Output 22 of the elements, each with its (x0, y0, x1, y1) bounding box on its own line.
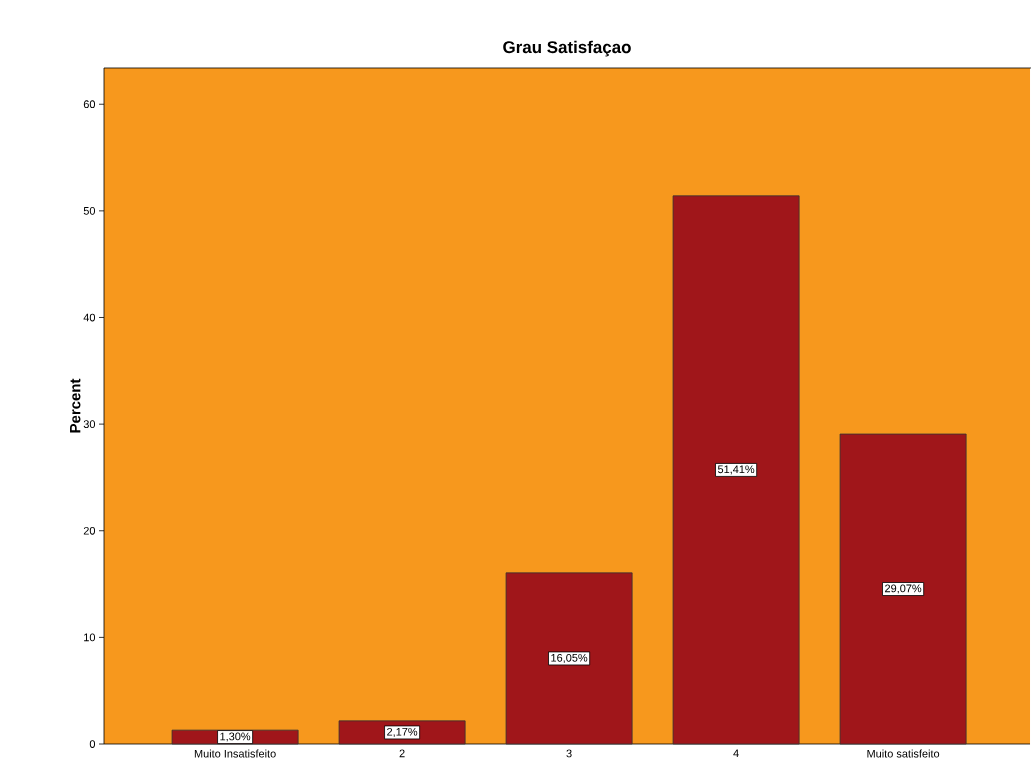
y-tick-label: 0 (89, 740, 96, 748)
data-label: 51,41% (717, 465, 755, 475)
bar (505, 572, 633, 745)
y-tick-label: 60 (83, 100, 96, 109)
data-label: 1,30% (220, 732, 251, 742)
data-label: 2,17% (387, 727, 418, 737)
bar (839, 433, 967, 745)
x-tick-label: 2 (399, 749, 405, 758)
y-tick-label: 10 (84, 633, 96, 642)
data-label: 16,05% (551, 653, 588, 663)
x-tick-label: 3 (566, 749, 572, 758)
y-tick-label: 20 (83, 526, 96, 535)
y-axis-title: Percent (70, 378, 81, 433)
chart-title: Grau Satisfaçao (503, 40, 631, 57)
y-tick-label: 50 (83, 207, 96, 215)
data-label: 29,07% (885, 584, 922, 594)
x-tick-label: 4 (733, 749, 739, 758)
y-tick-label: 40 (83, 313, 96, 322)
bar (672, 195, 800, 745)
y-tick-label: 30 (83, 420, 96, 428)
x-tick-label: Muito satisfeito (867, 749, 940, 758)
x-tick-label: Muito Insatisfeito (194, 749, 276, 758)
